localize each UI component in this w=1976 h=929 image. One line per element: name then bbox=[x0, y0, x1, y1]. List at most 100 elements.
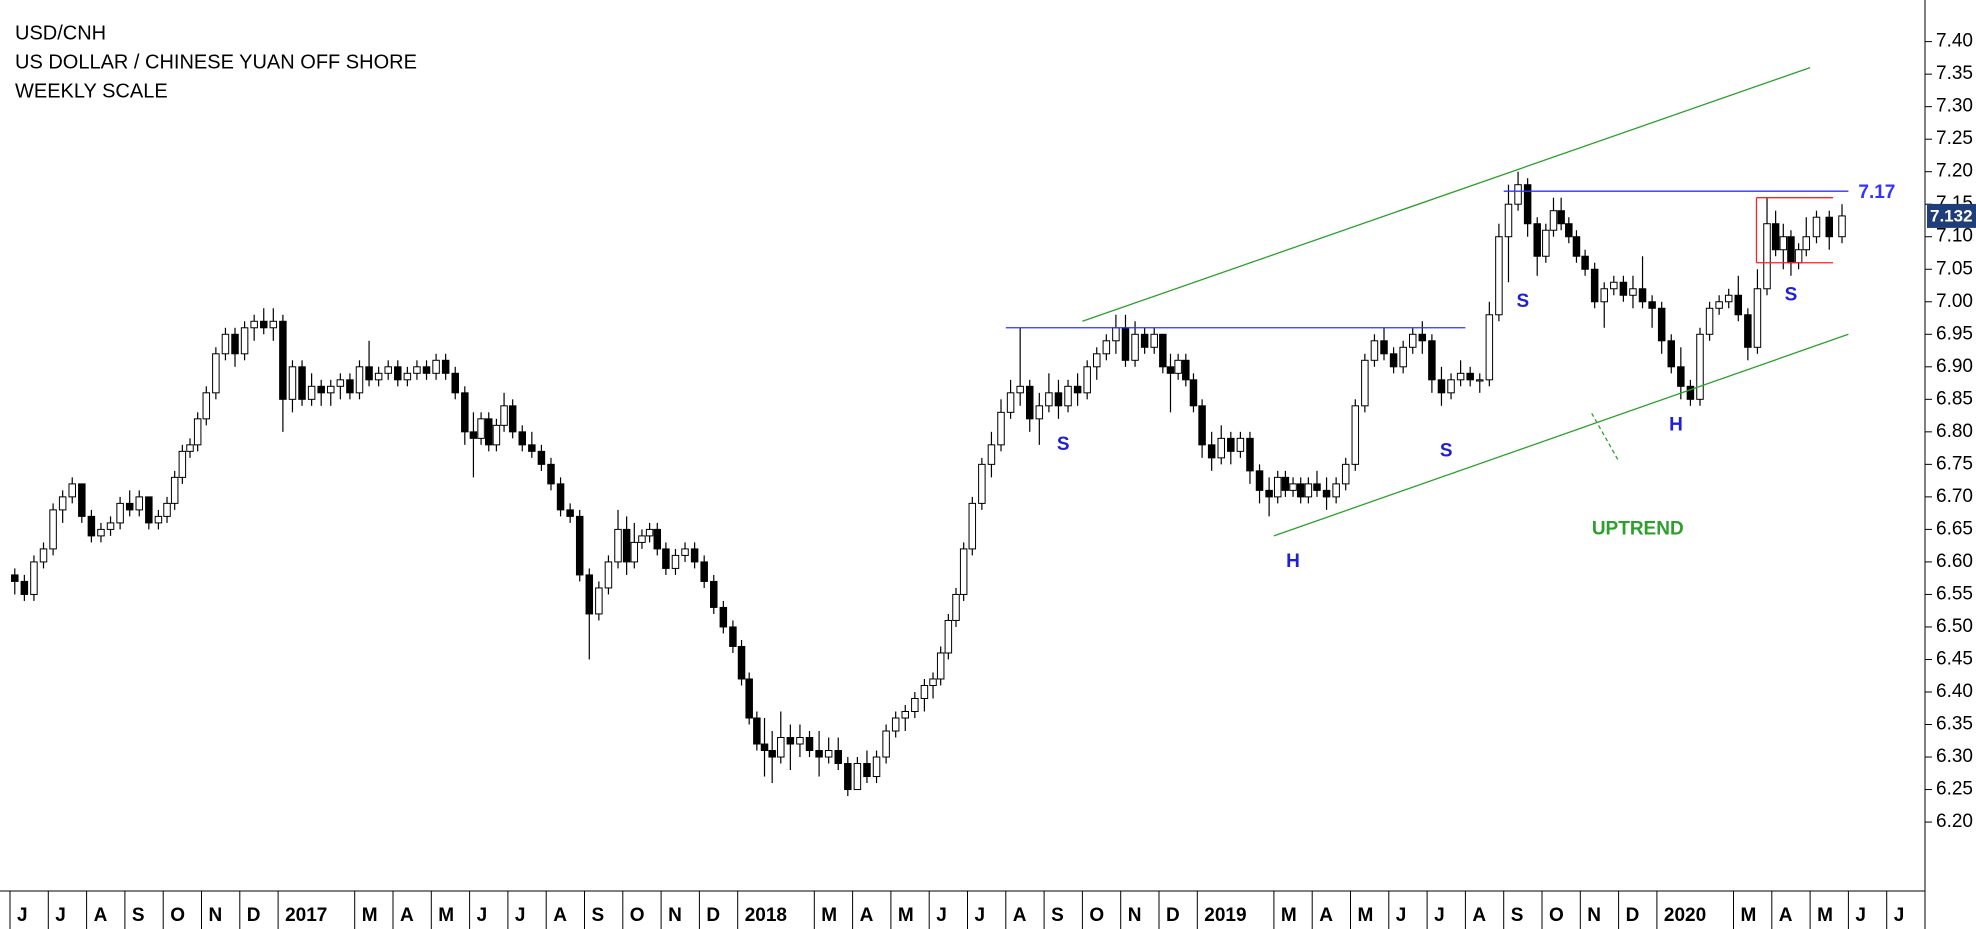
candle-body bbox=[585, 574, 594, 615]
x-tick-label: J bbox=[55, 905, 66, 926]
x-tick-label: 2018 bbox=[745, 905, 787, 926]
candle-body bbox=[1812, 216, 1821, 238]
x-tick-label: J bbox=[1396, 905, 1407, 926]
candle-body bbox=[1189, 379, 1198, 407]
candle-body bbox=[394, 366, 402, 381]
candle-body bbox=[1140, 333, 1149, 348]
candle-body bbox=[1246, 437, 1254, 472]
x-tick-label: N bbox=[1128, 905, 1142, 926]
candle-body bbox=[163, 502, 171, 517]
candle-body bbox=[231, 333, 239, 355]
candle-body bbox=[944, 619, 953, 654]
candle-body bbox=[485, 418, 493, 446]
candle-body bbox=[1217, 437, 1225, 459]
candle-body bbox=[178, 450, 187, 478]
x-tick-label: A bbox=[860, 905, 874, 926]
candle-body bbox=[1779, 236, 1788, 251]
candle-body bbox=[461, 392, 469, 433]
x-tick-label: A bbox=[94, 905, 108, 926]
candle-body bbox=[87, 515, 96, 537]
candle-body bbox=[920, 684, 929, 699]
x-tick-label: A bbox=[1319, 905, 1333, 926]
candle-body bbox=[1236, 437, 1245, 452]
candle-body bbox=[1557, 210, 1565, 225]
candle-body bbox=[500, 405, 508, 426]
candle-body bbox=[212, 353, 220, 394]
candle-body bbox=[1207, 444, 1216, 459]
y-tick-label: 7.25 bbox=[1936, 128, 1973, 149]
candle-body bbox=[1313, 483, 1321, 491]
candle-body bbox=[911, 697, 919, 712]
candle-body bbox=[1159, 333, 1167, 368]
candle-body bbox=[556, 483, 565, 511]
candle-body bbox=[575, 515, 584, 576]
candle-body bbox=[1016, 385, 1024, 394]
candle-body bbox=[492, 424, 501, 446]
x-tick-label: J bbox=[515, 905, 526, 926]
candle-body bbox=[1787, 236, 1795, 264]
x-tick-label: N bbox=[668, 905, 682, 926]
candle-body bbox=[355, 366, 364, 394]
x-tick-label: D bbox=[1626, 905, 1640, 926]
candle-body bbox=[250, 320, 258, 329]
candle-body bbox=[1638, 288, 1647, 303]
candle-body bbox=[777, 737, 785, 758]
candle-body bbox=[1590, 268, 1599, 303]
candle-body bbox=[346, 379, 354, 394]
candle-body bbox=[221, 333, 230, 355]
candle-body bbox=[1198, 405, 1206, 446]
candle-body bbox=[1399, 346, 1407, 368]
x-tick-label: M bbox=[438, 905, 454, 926]
x-tick-label: S bbox=[592, 905, 605, 926]
candle-body bbox=[1802, 236, 1811, 251]
candle-body bbox=[1150, 333, 1158, 348]
candle-body bbox=[1523, 184, 1532, 225]
y-tick-label: 6.45 bbox=[1936, 648, 1973, 669]
candle-body bbox=[768, 750, 776, 758]
x-tick-label: A bbox=[1013, 905, 1027, 926]
x-tick-label: 2017 bbox=[285, 905, 327, 926]
candle-body bbox=[662, 548, 670, 569]
candle-body bbox=[1565, 223, 1573, 238]
x-tick-label: M bbox=[1358, 905, 1374, 926]
candle-body bbox=[1389, 353, 1398, 368]
candle-body bbox=[1629, 288, 1637, 296]
candle-body bbox=[1456, 372, 1465, 381]
candle-body bbox=[1083, 366, 1091, 394]
x-tick-label: A bbox=[1779, 905, 1793, 926]
candle-body bbox=[595, 587, 603, 615]
candle-body bbox=[1838, 215, 1846, 238]
candle-body bbox=[1677, 366, 1685, 387]
candle-body bbox=[1370, 340, 1379, 361]
candle-body bbox=[1734, 294, 1743, 316]
pattern-label: H bbox=[1669, 414, 1683, 435]
candle-body bbox=[1064, 385, 1072, 407]
candle-body bbox=[1705, 307, 1714, 335]
candle-body bbox=[978, 463, 986, 504]
candle-body bbox=[547, 463, 555, 485]
x-tick-label: A bbox=[400, 905, 414, 926]
candle-body bbox=[844, 763, 852, 791]
candle-body bbox=[1447, 379, 1455, 394]
x-tick-label: J bbox=[1894, 905, 1905, 926]
pattern-label: S bbox=[1517, 291, 1530, 312]
candle-body bbox=[968, 502, 977, 550]
candle-body bbox=[269, 320, 278, 329]
y-tick-label: 6.40 bbox=[1936, 681, 1973, 702]
y-tick-label: 7.35 bbox=[1936, 63, 1973, 84]
candle-body bbox=[1600, 288, 1608, 303]
candle-body bbox=[891, 717, 900, 732]
y-tick-label: 6.60 bbox=[1936, 551, 1973, 572]
candle-body bbox=[690, 548, 699, 563]
candle-body bbox=[1351, 405, 1360, 465]
y-tick-label: 6.35 bbox=[1936, 714, 1973, 735]
candle-body bbox=[193, 418, 202, 446]
x-tick-label: J bbox=[1855, 905, 1866, 926]
y-tick-label: 7.10 bbox=[1936, 226, 1973, 247]
x-tick-label: M bbox=[1817, 905, 1833, 926]
candle-body bbox=[1332, 483, 1340, 498]
candle-body bbox=[1006, 392, 1015, 413]
candle-body bbox=[1045, 392, 1053, 407]
x-tick-label: S bbox=[1511, 905, 1524, 926]
